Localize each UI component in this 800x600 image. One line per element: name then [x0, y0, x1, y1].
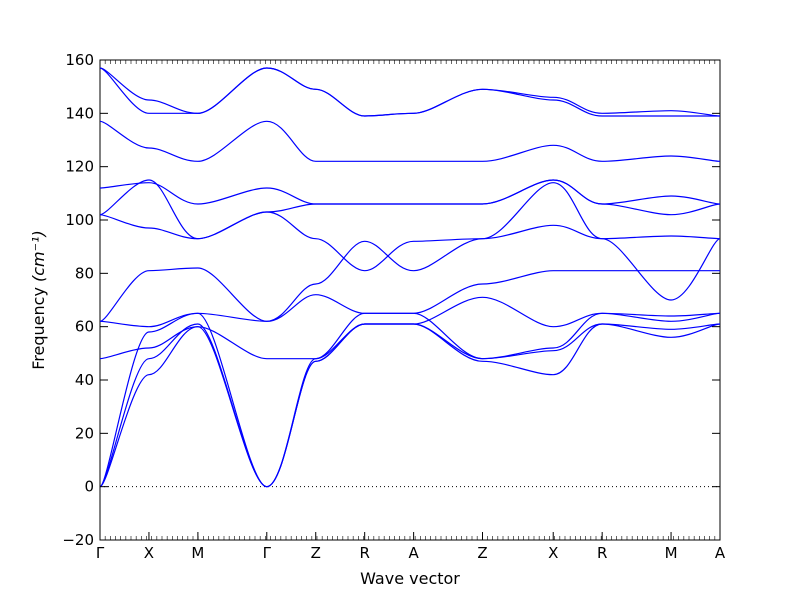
x-tick-label: R [359, 544, 369, 562]
y-tick-label: 120 [65, 158, 94, 176]
x-tick-label: X [144, 544, 154, 562]
y-tick-label: 100 [65, 211, 94, 229]
x-tick-label: Z [311, 544, 321, 562]
x-tick-label: R [597, 544, 607, 562]
band-line-2 [99, 323, 721, 488]
x-axis-label: Wave vector [360, 569, 460, 588]
band-line-12 [99, 67, 721, 117]
band-line-8 [99, 179, 721, 240]
x-tick-label: Z [477, 544, 487, 562]
x-tick-label: M [665, 544, 678, 562]
y-axis-label: Frequency (cm⁻¹) [29, 230, 48, 369]
phonon-bands [99, 67, 721, 488]
y-tick-label: 20 [75, 424, 94, 442]
y-axis-label-text: Frequency [29, 287, 48, 370]
x-tick-label: X [548, 544, 558, 562]
band-line-11 [99, 67, 720, 117]
plot-border [99, 59, 721, 541]
y-tick-label: 80 [75, 264, 94, 282]
y-tick-label: 0 [84, 478, 94, 496]
band-line-1 [99, 323, 721, 488]
y-tick-label: 160 [65, 51, 94, 69]
y-axis-ticks: −20 0 20 40 60 80 100 120 140 160 [62, 51, 720, 549]
y-tick-label: −20 [62, 531, 94, 549]
band-line-10 [99, 120, 721, 162]
band-line-9 [99, 179, 721, 216]
x-tick-label: A [408, 544, 419, 562]
y-axis-label-unit: (cm⁻¹) [29, 230, 48, 282]
x-tick-label: Γ [96, 544, 105, 562]
band-line-5 [99, 270, 720, 328]
y-tick-label: 60 [75, 318, 94, 336]
x-tick-label: Γ [263, 544, 272, 562]
x-tick-label: M [191, 544, 204, 562]
x-tick-label: A [715, 544, 726, 562]
plot-frame [99, 59, 721, 541]
y-tick-label: 40 [75, 371, 94, 389]
band-line-3 [99, 312, 721, 488]
band-line-4 [99, 296, 721, 360]
band-line-6 [99, 224, 721, 322]
y-tick-label: 140 [65, 104, 94, 122]
